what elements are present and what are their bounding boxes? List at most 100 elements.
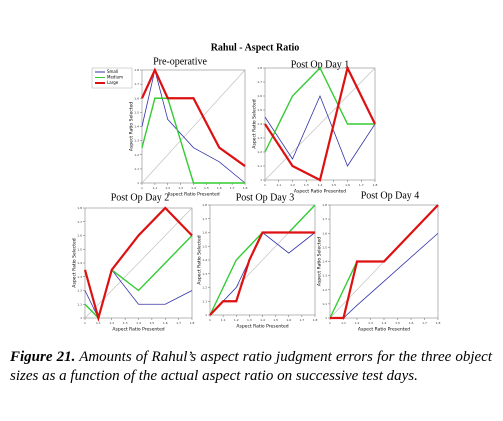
y-tick-label: 1.4 bbox=[77, 261, 82, 265]
chart-title: Post Op Day 1 bbox=[291, 59, 350, 70]
figure-title: Rahul - Aspect Ratio bbox=[211, 42, 300, 53]
x-tick-label: 1.8 bbox=[190, 321, 195, 325]
x-tick-label: 1.7 bbox=[299, 318, 304, 322]
x-tick-label: 1.8 bbox=[313, 318, 318, 322]
x-tick-label: 1.4 bbox=[191, 186, 196, 190]
identity-line bbox=[141, 69, 246, 184]
legend-label: Small bbox=[107, 69, 118, 74]
y-tick-label: 1.4 bbox=[322, 260, 327, 264]
series-line bbox=[140, 67, 246, 167]
chart-title: Post Op Day 3 bbox=[236, 192, 295, 203]
series-line bbox=[264, 66, 375, 153]
x-tick-label: 1.4 bbox=[136, 321, 141, 325]
x-tick-label: 1.6 bbox=[217, 186, 222, 190]
y-tick-label: 1.7 bbox=[322, 217, 327, 221]
x-tick-label: 1 bbox=[209, 318, 211, 322]
x-tick-label: 1.2 bbox=[165, 186, 170, 190]
y-tick-label: 1.8 bbox=[77, 206, 82, 210]
x-tick-label: 1.2 bbox=[109, 321, 114, 325]
caption-text: Amounts of Rahul’s aspect ratio judgment… bbox=[10, 349, 492, 384]
x-tick-label: 1.1 bbox=[341, 321, 346, 325]
x-tick-label: 1.8 bbox=[373, 183, 378, 187]
x-tick-label: 1 bbox=[141, 186, 143, 190]
chart-title: Post Op Day 2 bbox=[111, 192, 170, 203]
x-tick-label: 1 bbox=[84, 321, 86, 325]
x-axis-label: Aspect Ratio Presented bbox=[358, 327, 410, 333]
x-tick-label: 1.7 bbox=[176, 321, 181, 325]
y-tick-label: 1.1 bbox=[77, 302, 82, 306]
x-tick-label: 1.6 bbox=[286, 318, 291, 322]
x-tick-label: 1.4 bbox=[260, 318, 265, 322]
x-tick-label: 1 bbox=[329, 321, 331, 325]
x-axis-label: Aspect Ratio Presented bbox=[112, 327, 164, 333]
y-axis-label: Aspect Ratio Selected bbox=[252, 99, 258, 148]
y-tick-label: 1.3 bbox=[134, 139, 139, 143]
x-tick-label: 1.5 bbox=[273, 318, 278, 322]
y-tick-label: 1 bbox=[260, 178, 262, 182]
chart-title: Pre-operative bbox=[153, 56, 207, 67]
x-tick-label: 1.3 bbox=[247, 318, 252, 322]
y-tick-label: 1.3 bbox=[257, 136, 262, 140]
x-tick-label: 1.5 bbox=[149, 321, 154, 325]
series-line bbox=[141, 97, 245, 184]
x-tick-label: 1.6 bbox=[163, 321, 168, 325]
y-tick-label: 1.2 bbox=[322, 288, 327, 292]
legend-label: Large bbox=[107, 80, 119, 85]
x-tick-label: 1.2 bbox=[355, 321, 360, 325]
caption: Figure 21. Amounts of Rahul’s aspect rat… bbox=[10, 348, 492, 386]
y-tick-label: 1.8 bbox=[322, 203, 327, 207]
x-tick-label: 1.1 bbox=[276, 183, 281, 187]
caption-label: Figure 21. bbox=[10, 349, 76, 365]
x-axis-label: Aspect Ratio Presented bbox=[167, 192, 219, 198]
y-axis-label: Aspect Ratio Selected bbox=[197, 235, 203, 284]
y-tick-label: 1.4 bbox=[134, 125, 139, 129]
series-line bbox=[264, 94, 376, 167]
y-tick-label: 1.8 bbox=[202, 203, 207, 207]
y-tick-label: 1.3 bbox=[202, 272, 207, 276]
y-tick-label: 1.8 bbox=[257, 66, 262, 70]
x-tick-label: 1.5 bbox=[331, 183, 336, 187]
x-tick-label: 1.3 bbox=[123, 321, 128, 325]
y-tick-label: 1.7 bbox=[134, 82, 139, 86]
y-tick-label: 1.5 bbox=[202, 244, 207, 248]
y-tick-label: 1.4 bbox=[257, 122, 262, 126]
x-tick-label: 1.8 bbox=[243, 186, 248, 190]
y-axis-label: Aspect Ratio Selected bbox=[129, 102, 135, 151]
x-tick-label: 1.6 bbox=[345, 183, 350, 187]
x-tick-label: 1.7 bbox=[230, 186, 235, 190]
x-axis-label: Aspect Ratio Presented bbox=[294, 189, 346, 195]
x-tick-label: 1.3 bbox=[304, 183, 309, 187]
y-tick-label: 1.1 bbox=[202, 299, 207, 303]
x-tick-label: 1 bbox=[264, 183, 266, 187]
y-tick-label: 1.3 bbox=[77, 275, 82, 279]
y-axis-label: Aspect Ratio Selected bbox=[72, 238, 78, 287]
x-tick-label: 1.1 bbox=[152, 186, 157, 190]
y-axis-label: Aspect Ratio Selected bbox=[317, 237, 323, 286]
y-tick-label: 1.6 bbox=[202, 231, 207, 235]
y-tick-label: 1 bbox=[325, 316, 327, 320]
x-tick-label: 1.2 bbox=[290, 183, 295, 187]
x-tick-label: 1.1 bbox=[221, 318, 226, 322]
x-tick-label: 1.3 bbox=[368, 321, 373, 325]
y-tick-label: 1 bbox=[137, 181, 139, 185]
y-tick-label: 1.2 bbox=[134, 153, 139, 157]
x-tick-label: 1.4 bbox=[318, 183, 323, 187]
y-tick-label: 1.6 bbox=[322, 231, 327, 235]
x-tick-label: 1.1 bbox=[96, 321, 101, 325]
chart-title: Post Op Day 4 bbox=[361, 190, 420, 201]
y-tick-label: 1.3 bbox=[322, 274, 327, 278]
legend-label: Medium bbox=[107, 75, 123, 80]
x-axis-label: Aspect Ratio Presented bbox=[236, 324, 288, 330]
y-tick-label: 1.6 bbox=[257, 94, 262, 98]
series-line bbox=[84, 235, 193, 320]
y-tick-label: 1.5 bbox=[257, 108, 262, 112]
y-tick-label: 1.1 bbox=[257, 164, 262, 168]
y-tick-label: 1.5 bbox=[134, 110, 139, 114]
y-tick-label: 1.7 bbox=[77, 220, 82, 224]
y-tick-label: 1.7 bbox=[257, 80, 262, 84]
x-tick-label: 1.7 bbox=[422, 321, 427, 325]
x-tick-label: 1.5 bbox=[395, 321, 400, 325]
x-tick-label: 1.8 bbox=[436, 321, 441, 325]
x-tick-label: 1.3 bbox=[178, 186, 183, 190]
